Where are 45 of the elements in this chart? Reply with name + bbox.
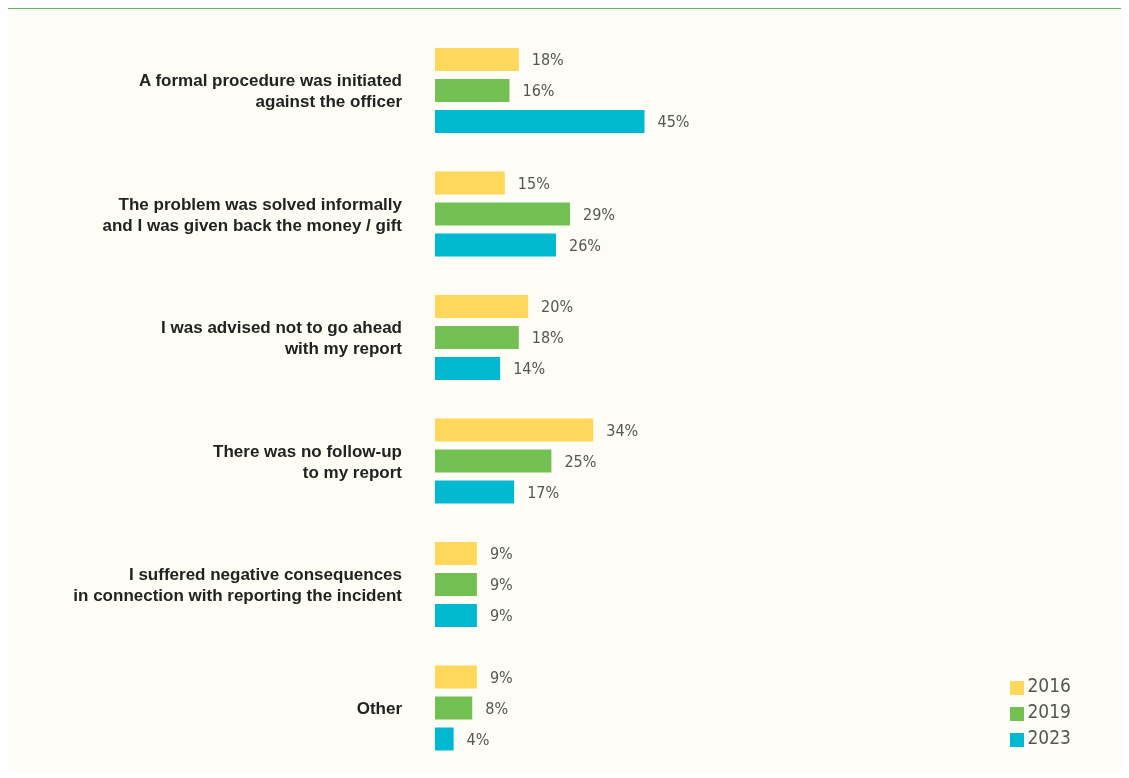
bar: [435, 480, 515, 504]
data-label: 14%: [513, 359, 546, 378]
data-label: 9%: [489, 606, 513, 625]
data-label: 18%: [531, 50, 564, 69]
data-label: 9%: [489, 575, 513, 594]
data-label: 20%: [541, 297, 574, 316]
bar: [435, 573, 477, 596]
legend-label: 2023: [1027, 726, 1071, 748]
bar: [435, 542, 477, 565]
data-label: 18%: [531, 328, 564, 347]
y-tick-label: There was no follow-up to my report: [213, 441, 403, 482]
y-tick-label: I suffered negative consequences in connection with reporting the incident: [73, 564, 403, 605]
bar: [435, 171, 505, 195]
bar: [435, 696, 473, 720]
legend-label: 2019: [1027, 700, 1071, 722]
bar: [435, 79, 510, 102]
data-label: 15%: [517, 173, 550, 193]
bar: [435, 326, 519, 349]
bar: [435, 110, 645, 133]
data-label: 4%: [466, 729, 490, 749]
bar: [435, 295, 529, 318]
data-label: 26%: [569, 235, 602, 255]
data-label: 45%: [657, 112, 690, 131]
y-tick-label: A formal procedure was initiated against the officer: [139, 70, 403, 111]
data-label: 8%: [485, 698, 509, 718]
bar: [435, 604, 477, 627]
data-label: 9%: [489, 544, 513, 563]
bar: [435, 418, 594, 442]
bar: [435, 665, 477, 689]
data-label: 29%: [583, 204, 616, 224]
data-label: 16%: [522, 81, 555, 100]
bar: [435, 449, 552, 473]
data-label: 25%: [564, 451, 597, 471]
bar: [435, 202, 571, 226]
y-tick-label: Other: [356, 698, 403, 718]
legend-label: 2016: [1027, 674, 1071, 696]
y-tick-label: The problem was solved informally and I was given back the money / gift: [102, 194, 403, 235]
data-label: 17%: [527, 482, 560, 502]
bar: [435, 357, 501, 380]
y-tick-label: I was advised not to go ahead with my report: [161, 317, 403, 358]
data-label: 9%: [489, 667, 513, 687]
data-label: 34%: [606, 420, 639, 440]
bar: [435, 233, 557, 257]
bar: [435, 727, 454, 751]
bar: [435, 48, 519, 71]
